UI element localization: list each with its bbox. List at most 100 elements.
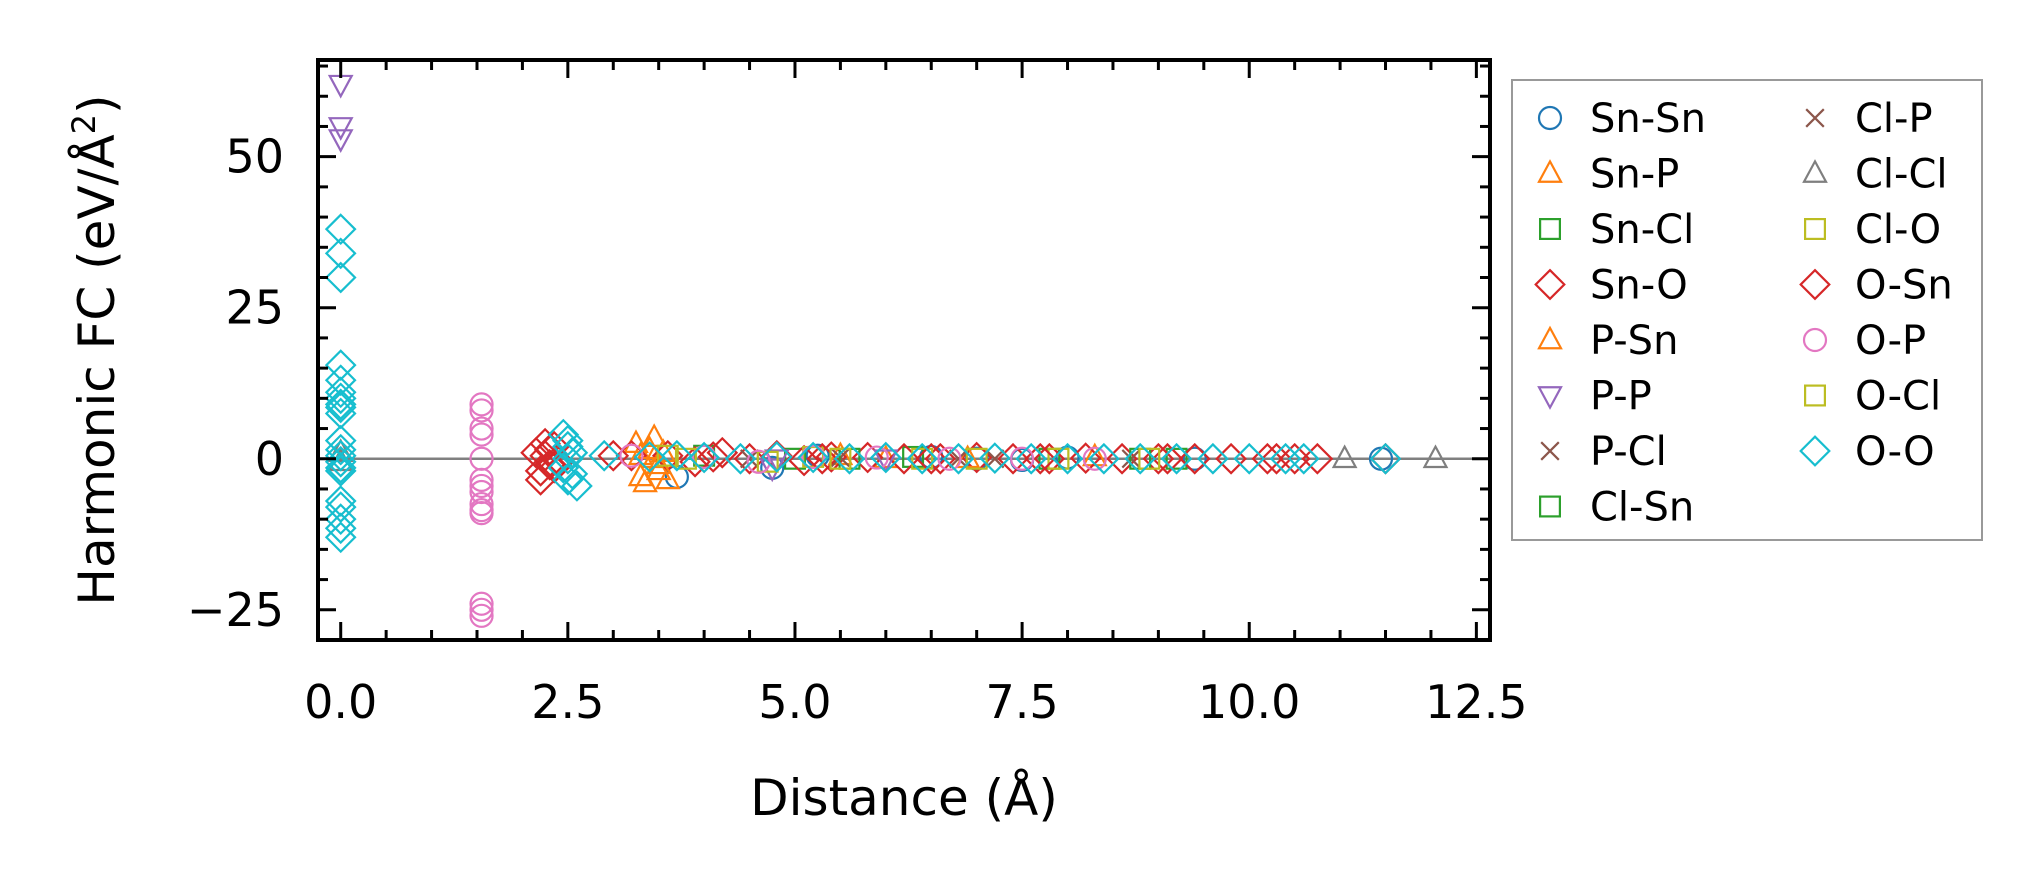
data-point — [1024, 442, 1057, 475]
data-point — [469, 597, 494, 622]
data-point — [469, 467, 494, 492]
legend-entry: Cl-Cl — [1802, 152, 1948, 198]
data-point — [469, 392, 494, 417]
legend-entry: P-Cl — [1540, 429, 1667, 475]
legend-frame — [1511, 79, 1983, 541]
legend-marker — [1802, 327, 1828, 353]
data-point — [324, 512, 357, 545]
data-point — [1088, 442, 1120, 475]
data-point — [1051, 442, 1084, 475]
data-point — [688, 441, 720, 474]
data-point — [661, 439, 693, 472]
data-point — [324, 391, 357, 424]
axis-ticks: 0.0 2.5 5.0 7.5 10.0 12.5 −25 0 25 50 — [187, 60, 1528, 729]
data-point — [324, 261, 357, 294]
data-point — [469, 473, 494, 499]
legend-entry: O-O — [1799, 429, 1935, 475]
legend-label: P-P — [1590, 374, 1652, 420]
y-tick-label: 0 — [255, 432, 284, 486]
legend-label: Sn-Cl — [1590, 207, 1694, 253]
data-point — [1233, 442, 1266, 475]
y-tick-label: 50 — [225, 130, 284, 184]
data-point — [1082, 446, 1107, 471]
x-axis-label: Distance (Å) — [750, 769, 1058, 827]
data-point — [324, 433, 357, 466]
y-tick-label: −25 — [187, 583, 284, 637]
legend-marker — [1803, 218, 1826, 241]
y-axis-label-close: ) — [68, 94, 126, 114]
legend-label: Cl-Sn — [1590, 485, 1694, 531]
legend-marker — [1537, 159, 1563, 183]
data-point — [645, 450, 672, 475]
legend-marker — [1799, 268, 1831, 301]
data-point — [679, 445, 711, 478]
y-axis-label-superscript: 2 — [65, 114, 103, 134]
x-tick-label: 0.0 — [304, 675, 377, 729]
series-cl-p — [948, 449, 969, 469]
data-point — [597, 439, 630, 472]
data-point — [324, 454, 357, 487]
data-point — [327, 129, 354, 153]
series-o-cl — [674, 447, 1161, 470]
data-point — [654, 465, 681, 490]
data-point — [327, 117, 354, 141]
x-tick-label: 12.5 — [1425, 675, 1527, 729]
y-axis-label: Harmonic FC (eV/Å2) — [65, 94, 126, 605]
data-point — [632, 468, 658, 493]
data-point — [324, 491, 357, 523]
legend-entry: Sn-P — [1537, 152, 1679, 198]
data-point — [1182, 446, 1207, 471]
data-point — [706, 436, 739, 469]
data-point — [1287, 442, 1320, 475]
legend-marker — [1802, 159, 1828, 183]
legend-label: P-Cl — [1590, 429, 1667, 475]
legend-entry: Cl-P — [1805, 96, 1933, 142]
data-point — [806, 442, 839, 475]
data-point — [619, 443, 644, 468]
data-point — [797, 441, 830, 474]
data-point — [588, 439, 621, 472]
data-point — [1010, 446, 1035, 471]
data-point — [469, 491, 494, 517]
data-point — [948, 449, 969, 469]
legend-label: O-Cl — [1855, 374, 1941, 420]
data-point — [942, 442, 975, 475]
data-point — [551, 424, 584, 457]
data-point — [692, 444, 717, 470]
data-point — [469, 603, 494, 628]
data-point — [906, 442, 939, 475]
data-point — [1124, 442, 1157, 475]
data-point — [697, 441, 730, 473]
data-point — [469, 398, 494, 423]
data-point — [1015, 442, 1048, 475]
legend-label: Cl-P — [1855, 96, 1933, 142]
legend-entry: Sn-O — [1534, 263, 1688, 309]
data-point — [324, 503, 357, 536]
legend-entry: Cl-Sn — [1538, 485, 1694, 531]
data-point — [469, 501, 494, 526]
data-point — [551, 442, 584, 475]
data-point — [1165, 447, 1188, 470]
data-point — [327, 74, 354, 99]
data-point — [547, 451, 580, 484]
plot-frame — [316, 58, 1492, 642]
data-point — [324, 521, 357, 554]
data-point — [1047, 447, 1070, 470]
legend-marker — [1538, 495, 1561, 518]
data-point — [937, 446, 962, 471]
legend-entry: O-Cl — [1803, 374, 1941, 420]
legend-label: P-Sn — [1590, 318, 1678, 364]
data-point — [627, 462, 654, 487]
data-point — [469, 591, 494, 616]
x-tick-label: 10.0 — [1198, 675, 1300, 729]
series-p-p — [327, 74, 899, 483]
data-point — [633, 441, 666, 473]
x-tick-label: 5.0 — [758, 675, 831, 729]
legend-marker — [1805, 108, 1825, 128]
data-point — [1422, 444, 1449, 469]
data-point — [985, 449, 1005, 469]
legend-marker — [1803, 384, 1826, 407]
data-point — [324, 451, 357, 484]
data-point — [524, 464, 557, 496]
